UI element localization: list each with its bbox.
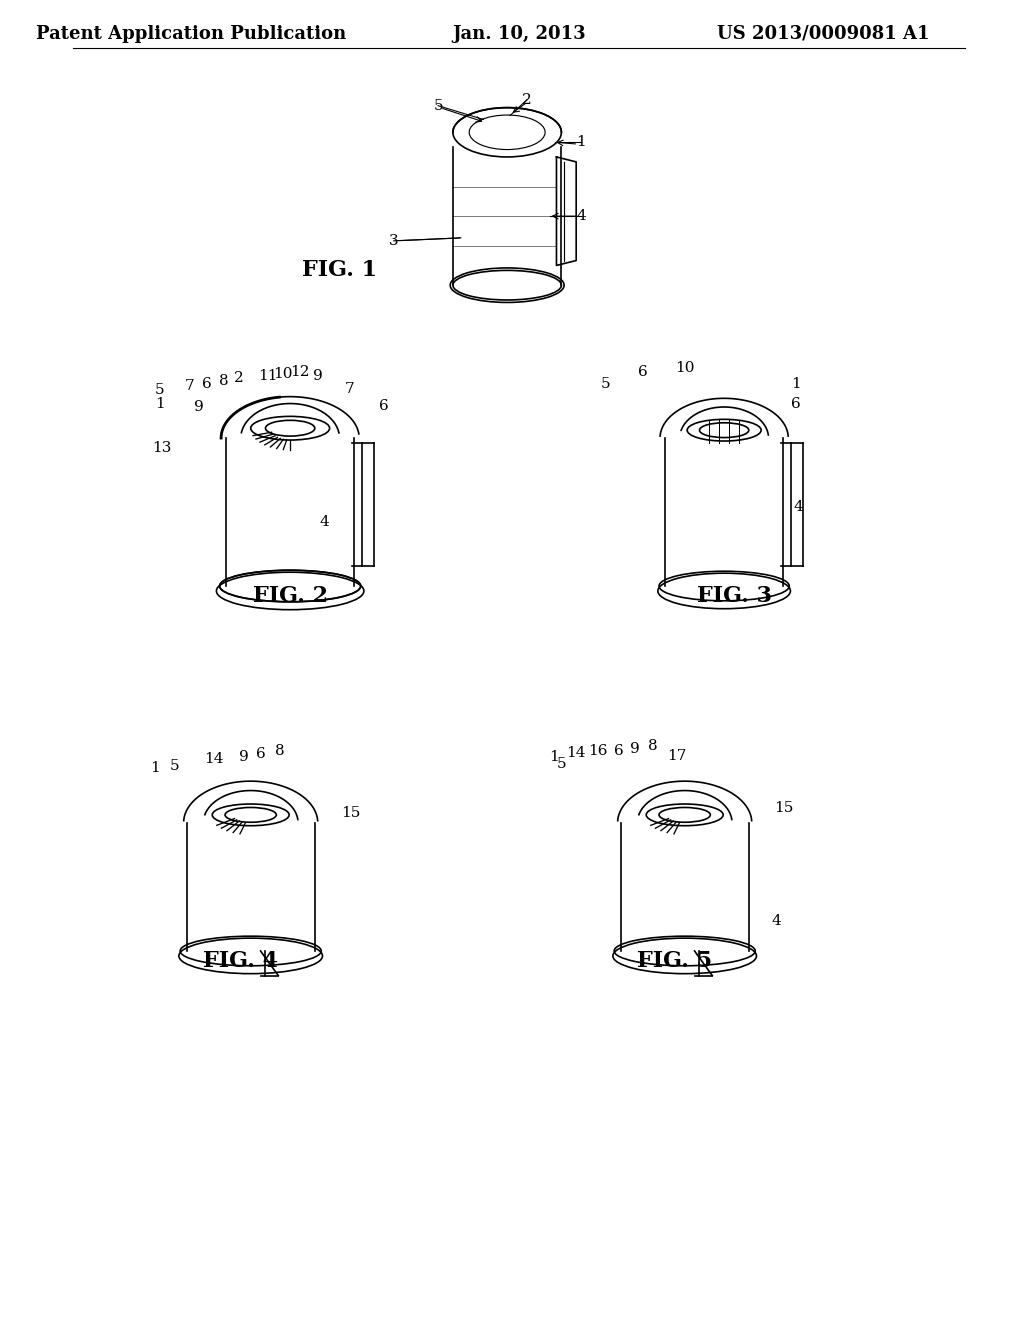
Text: 6: 6	[256, 747, 265, 760]
Text: 12: 12	[290, 366, 310, 379]
Text: 4: 4	[319, 515, 330, 529]
Text: 10: 10	[675, 362, 694, 375]
Text: 9: 9	[313, 368, 323, 383]
Text: 5: 5	[557, 756, 566, 771]
Text: 9: 9	[631, 742, 640, 756]
Text: 9: 9	[194, 400, 204, 414]
Text: 16: 16	[588, 743, 607, 758]
Text: Patent Application Publication: Patent Application Publication	[37, 25, 347, 42]
Text: 2: 2	[522, 92, 531, 107]
Text: 1: 1	[155, 396, 165, 411]
Text: FIG. 3: FIG. 3	[696, 585, 771, 607]
Text: 1: 1	[577, 135, 586, 149]
Text: 10: 10	[273, 367, 293, 381]
Text: 6: 6	[638, 366, 648, 379]
Text: 6: 6	[379, 399, 389, 413]
Text: 14: 14	[566, 746, 586, 760]
Text: Jan. 10, 2013: Jan. 10, 2013	[453, 25, 586, 42]
Text: 5: 5	[155, 383, 165, 397]
Text: FIG. 2: FIG. 2	[253, 585, 328, 607]
Text: FIG. 4: FIG. 4	[204, 950, 279, 972]
Text: 2: 2	[233, 371, 244, 385]
Text: 4: 4	[794, 500, 803, 513]
Text: 14: 14	[205, 751, 224, 766]
Text: 17: 17	[667, 748, 686, 763]
Text: 7: 7	[184, 379, 195, 393]
Text: 5: 5	[433, 99, 443, 112]
Text: 13: 13	[153, 441, 172, 455]
Text: FIG. 5: FIG. 5	[637, 950, 713, 972]
Text: 1: 1	[792, 376, 801, 391]
Text: 5: 5	[601, 376, 610, 391]
Text: 4: 4	[771, 915, 781, 928]
Text: 8: 8	[219, 374, 229, 388]
Text: 6: 6	[792, 396, 801, 411]
Text: 7: 7	[344, 381, 354, 396]
Text: US 2013/0009081 A1: US 2013/0009081 A1	[717, 25, 929, 42]
Text: 6: 6	[203, 376, 212, 391]
Text: 1: 1	[151, 762, 160, 775]
Text: FIG. 1: FIG. 1	[302, 260, 377, 281]
Text: 15: 15	[774, 801, 793, 814]
Text: 8: 8	[648, 739, 658, 752]
Text: 1: 1	[550, 750, 559, 764]
Text: 8: 8	[275, 743, 285, 758]
Text: 15: 15	[342, 807, 361, 820]
Text: 11: 11	[258, 368, 278, 383]
Text: 9: 9	[239, 750, 249, 764]
Text: 5: 5	[170, 759, 179, 772]
Text: 4: 4	[577, 209, 586, 223]
Text: 6: 6	[613, 743, 624, 758]
Text: 3: 3	[389, 234, 398, 248]
